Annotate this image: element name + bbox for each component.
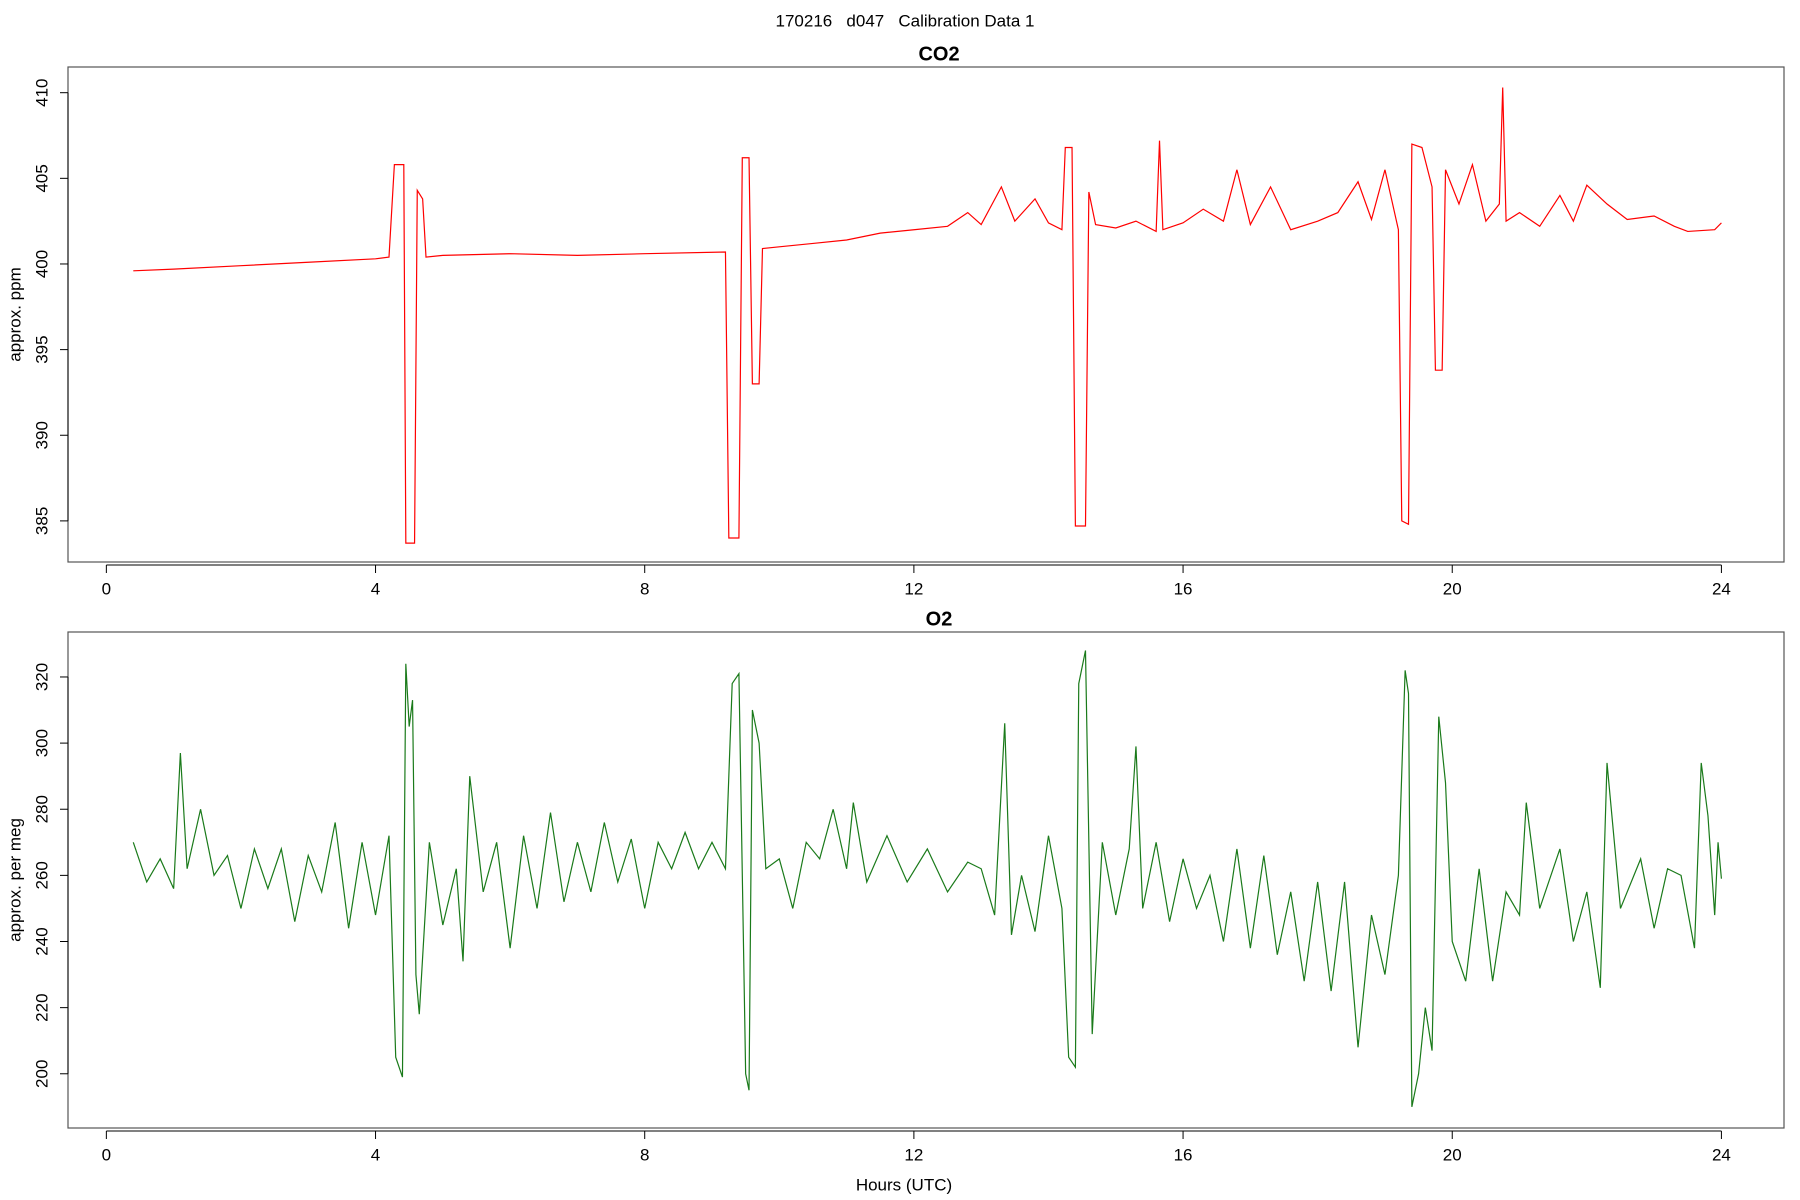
data-line	[133, 87, 1722, 544]
y-axis-label: approx. per meg	[5, 818, 24, 942]
x-axis-label: Hours (UTC)	[856, 1175, 952, 1194]
y-tick-label: 300	[32, 729, 51, 757]
x-tick-label: 24	[1712, 1145, 1731, 1164]
y-tick-label: 280	[32, 795, 51, 823]
y-tick-label: 260	[32, 861, 51, 889]
page-title: 170216 d047 Calibration Data 1	[776, 11, 1035, 30]
x-tick-label: 20	[1443, 579, 1462, 598]
chart-title: CO2	[918, 43, 959, 65]
x-tick-label: 16	[1174, 1145, 1193, 1164]
plot-box	[67, 66, 1785, 563]
y-tick-label: 405	[32, 164, 51, 192]
x-tick-label: 4	[371, 1145, 380, 1164]
x-tick-label: 0	[102, 579, 111, 598]
y-tick-label: 200	[32, 1060, 51, 1088]
y-tick-label: 240	[32, 927, 51, 955]
x-tick-label: 0	[102, 1145, 111, 1164]
y-tick-label: 395	[32, 335, 51, 363]
data-line	[132, 650, 1723, 1107]
chart-title: O2	[926, 608, 953, 630]
y-tick-label: 400	[32, 250, 51, 278]
x-tick-label: 24	[1712, 579, 1731, 598]
x-tick-label: 8	[640, 1145, 649, 1164]
y-axis-label: approx. ppm	[5, 267, 24, 362]
y-tick-label: 220	[32, 993, 51, 1021]
x-tick-label: 4	[371, 579, 380, 598]
y-tick-label: 410	[32, 79, 51, 107]
x-tick-label: 12	[904, 579, 923, 598]
x-tick-label: 8	[640, 579, 649, 598]
y-tick-label: 320	[32, 663, 51, 691]
x-tick-label: 12	[904, 1145, 923, 1164]
x-tick-label: 16	[1174, 579, 1193, 598]
x-tick-label: 20	[1443, 1145, 1462, 1164]
y-tick-label: 390	[32, 421, 51, 449]
y-tick-label: 385	[32, 507, 51, 535]
plot-box	[67, 631, 1785, 1129]
